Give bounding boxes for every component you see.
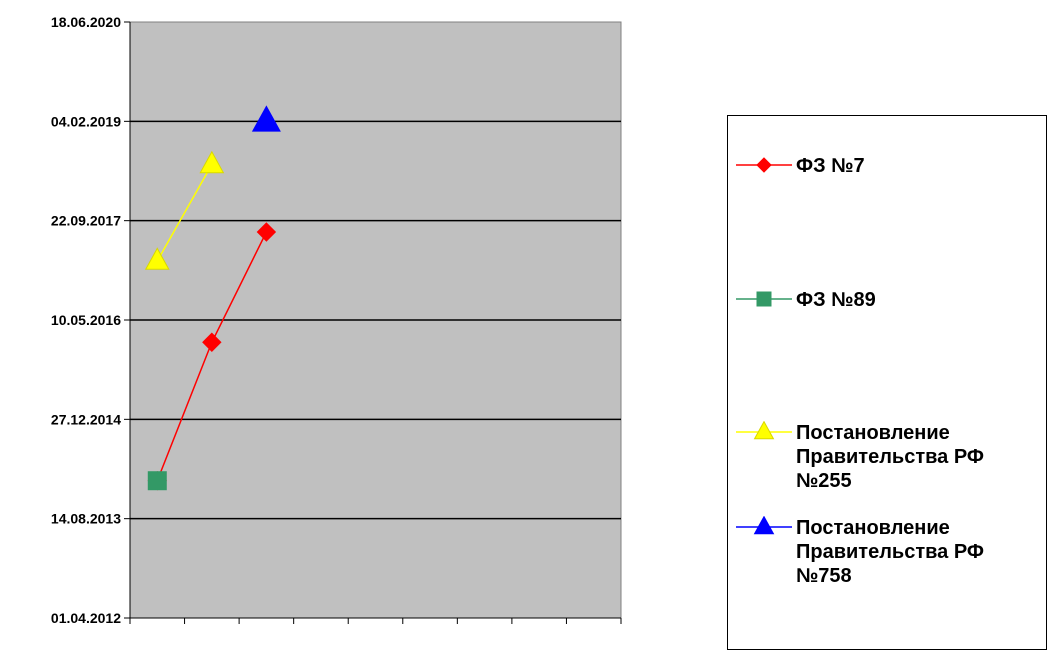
series-0-point-2 bbox=[256, 222, 277, 242]
y-tick-label: 22.09.2017 bbox=[51, 213, 121, 229]
legend-item-2: Постановление Правительства РФ №255 bbox=[734, 421, 984, 493]
legend-label-1: ФЗ №89 bbox=[796, 289, 876, 311]
legend-item-1: ФЗ №89 bbox=[734, 288, 876, 312]
legend-swatch-3 bbox=[736, 516, 792, 535]
series-0-point-1 bbox=[202, 332, 222, 352]
y-tick-label: 04.02.2019 bbox=[51, 113, 121, 129]
legend-item-0: ФЗ №7 bbox=[734, 154, 865, 178]
series-3-point-0 bbox=[251, 105, 281, 132]
y-tick-label: 01.04.2012 bbox=[51, 610, 121, 626]
y-tick-label: 10.05.2016 bbox=[51, 312, 121, 328]
series-line-2 bbox=[156, 164, 213, 262]
series-1-point-0 bbox=[147, 471, 167, 491]
legend-swatch-1 bbox=[736, 291, 792, 307]
legend: ФЗ №7 ФЗ №89 Постановление Правительства Р… bbox=[727, 115, 1047, 650]
y-tick-label: 14.08.2013 bbox=[51, 511, 121, 527]
legend-swatch-0 bbox=[736, 157, 792, 173]
legend-label-3: Постановление Правительства РФ №758 bbox=[796, 517, 984, 587]
legend-item-3: Постановление Правительства РФ №758 bbox=[734, 516, 984, 588]
legend-label-2: Постановление Правительства РФ №255 bbox=[796, 422, 984, 492]
series-2-point-0 bbox=[144, 247, 170, 270]
y-tick-label: 18.06.2020 bbox=[51, 14, 121, 30]
legend-label-0: ФЗ №7 bbox=[796, 155, 865, 177]
legend-swatch-2 bbox=[736, 421, 792, 440]
y-tick-label: 27.12.2014 bbox=[51, 411, 121, 427]
series-2-point-1 bbox=[199, 150, 225, 174]
